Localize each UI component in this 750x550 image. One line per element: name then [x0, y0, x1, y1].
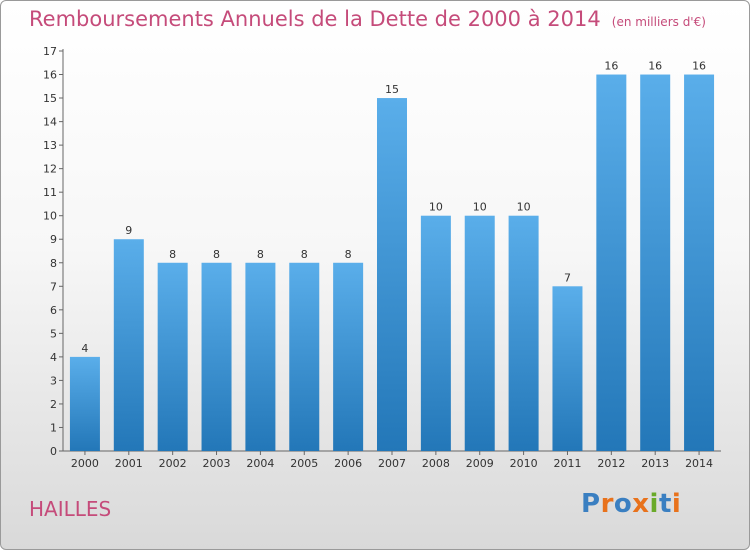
y-tick-label: 4: [50, 351, 57, 364]
y-tick-label: 5: [50, 327, 57, 340]
y-tick-label: 1: [50, 421, 57, 434]
data-labels: 4 9 8 8 8 8 8 15 10 10 10 7 16 16 16: [81, 60, 706, 355]
bar-value-label: 10: [429, 201, 443, 214]
bar: [640, 74, 671, 451]
bar-value-label: 10: [473, 201, 487, 214]
y-tick-label: 16: [43, 69, 57, 82]
y-tick-label: 17: [43, 45, 57, 58]
x-tick-label: 2003: [203, 457, 231, 470]
y-tick-label: 14: [43, 116, 57, 129]
bar-value-label: 4: [81, 342, 88, 355]
bar-value-label: 9: [125, 224, 132, 237]
y-tick-label: 9: [50, 233, 57, 246]
bar: [684, 74, 715, 451]
bar-value-label: 8: [257, 248, 264, 261]
logo-letter: P: [581, 489, 601, 519]
bar: [69, 356, 100, 451]
x-tick-label: 2007: [378, 457, 406, 470]
bar: [596, 74, 627, 451]
y-tick-label: 10: [43, 210, 57, 223]
bar-value-label: 8: [301, 248, 308, 261]
y-tick-label: 2: [50, 398, 57, 411]
bar-value-label: 8: [345, 248, 352, 261]
bar-value-label: 16: [648, 60, 662, 73]
x-tick-label: 2001: [115, 457, 143, 470]
y-tick-label: 12: [43, 163, 57, 176]
bar: [245, 262, 276, 451]
chart-title: Remboursements Annuels de la Dette de 20…: [29, 7, 601, 31]
y-tick-label: 3: [50, 374, 57, 387]
x-tick-label: 2011: [553, 457, 581, 470]
bar: [113, 239, 144, 451]
bar: [420, 215, 451, 451]
x-tick-label: 2009: [466, 457, 494, 470]
x-tick-label: 2013: [641, 457, 669, 470]
proxiti-logo: Proxiti: [581, 489, 681, 519]
bar-series: [69, 74, 715, 451]
bar-value-label: 15: [385, 83, 399, 96]
bar-value-label: 8: [213, 248, 220, 261]
logo-letter: i: [649, 489, 659, 519]
logo-letter: r: [600, 489, 614, 519]
bar: [289, 262, 320, 451]
bar-value-label: 16: [692, 60, 706, 73]
chart-title-block: Remboursements Annuels de la Dette de 20…: [29, 7, 706, 31]
logo-letter: i: [671, 489, 682, 519]
bar: [333, 262, 364, 451]
y-tick-label: 6: [50, 304, 57, 317]
x-tick-label: 2002: [159, 457, 187, 470]
y-tick-label: 15: [43, 92, 57, 105]
bar-value-label: 10: [517, 201, 531, 214]
y-tick-label: 0: [50, 445, 57, 458]
bar-value-label: 7: [564, 271, 571, 284]
logo-letter: t: [658, 489, 672, 519]
x-tick-label: 2014: [685, 457, 713, 470]
logo-letter: x: [632, 489, 650, 519]
x-tick-label: 2012: [597, 457, 625, 470]
x-tick-label: 2008: [422, 457, 450, 470]
y-tick-label: 13: [43, 139, 57, 152]
bar: [508, 215, 539, 451]
x-tick-label: 2010: [510, 457, 538, 470]
commune-name: HAILLES: [29, 497, 112, 521]
y-tick-label: 8: [50, 257, 57, 270]
bar-value-label: 16: [604, 60, 618, 73]
bar: [201, 262, 232, 451]
bar: [464, 215, 495, 451]
chart-subtitle: (en milliers d'€): [611, 15, 706, 29]
logo-letter: o: [613, 489, 633, 519]
x-tick-label: 2006: [334, 457, 362, 470]
x-tick-label: 2005: [290, 457, 318, 470]
y-tick-label: 7: [50, 280, 57, 293]
bar-value-label: 8: [169, 248, 176, 261]
bar: [377, 98, 407, 451]
bar: [552, 286, 583, 451]
x-tick-label: 2004: [246, 457, 274, 470]
y-tick-label: 11: [43, 186, 57, 199]
x-tick-label: 2000: [71, 457, 99, 470]
bar: [157, 262, 188, 451]
